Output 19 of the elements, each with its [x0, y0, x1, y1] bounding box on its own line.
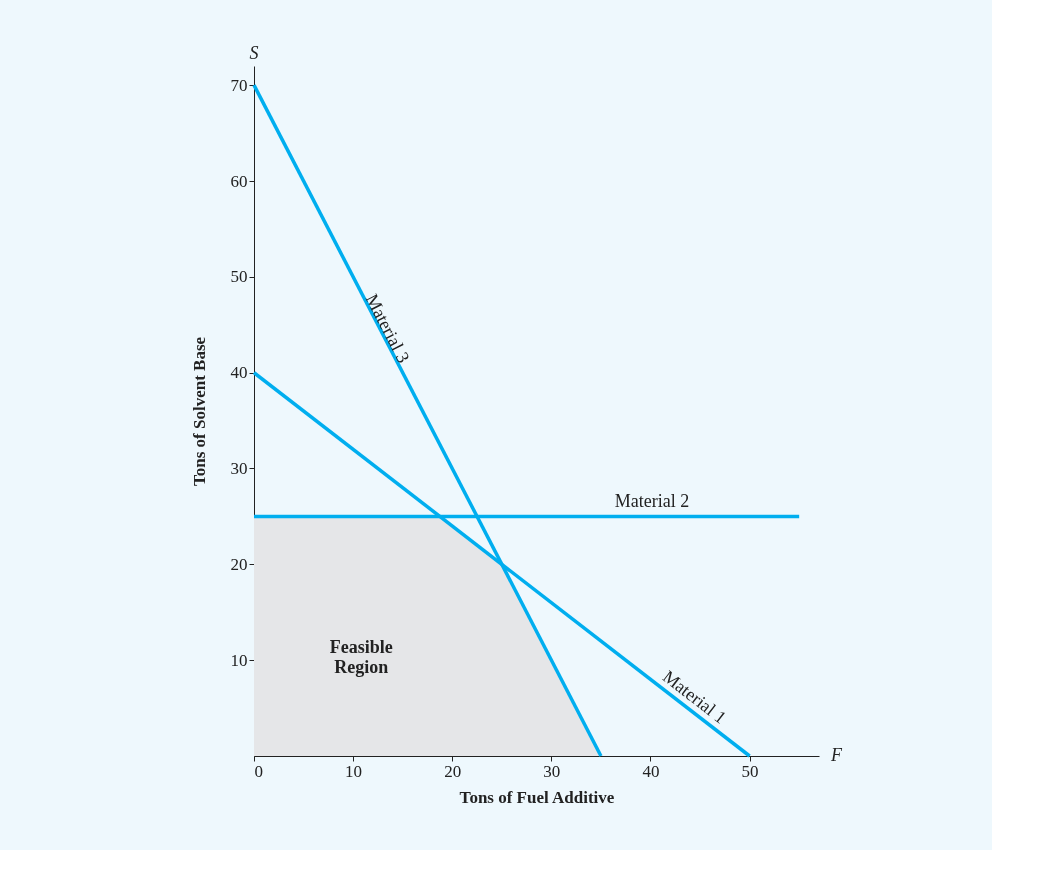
y-tick-label: 40	[230, 363, 248, 383]
y-tick-label: 30	[230, 459, 248, 478]
y-tick-label: 60	[230, 171, 248, 191]
series-label: Material 2	[614, 491, 690, 512]
y-tick-label: 70	[230, 75, 248, 95]
y-tick-label: 50	[230, 267, 248, 287]
x-tick-label: 50	[741, 761, 759, 781]
x-axis-title: Tons of Fuel Additive	[459, 787, 615, 807]
y-tick-label: 20	[230, 554, 248, 574]
text: F	[830, 745, 843, 765]
x-tick-label: 40	[642, 761, 660, 781]
x-tick-label: 20	[444, 761, 462, 781]
text: S	[249, 43, 259, 63]
y-axis-title: Tons of Solvent Base	[189, 336, 209, 487]
x-tick-label: 30	[543, 761, 561, 781]
x-tick-label: 10	[345, 761, 363, 781]
series-label: Feasible Region	[329, 637, 393, 678]
x-tick-label: 0	[254, 761, 263, 781]
y-tick-label: 10	[230, 650, 248, 670]
